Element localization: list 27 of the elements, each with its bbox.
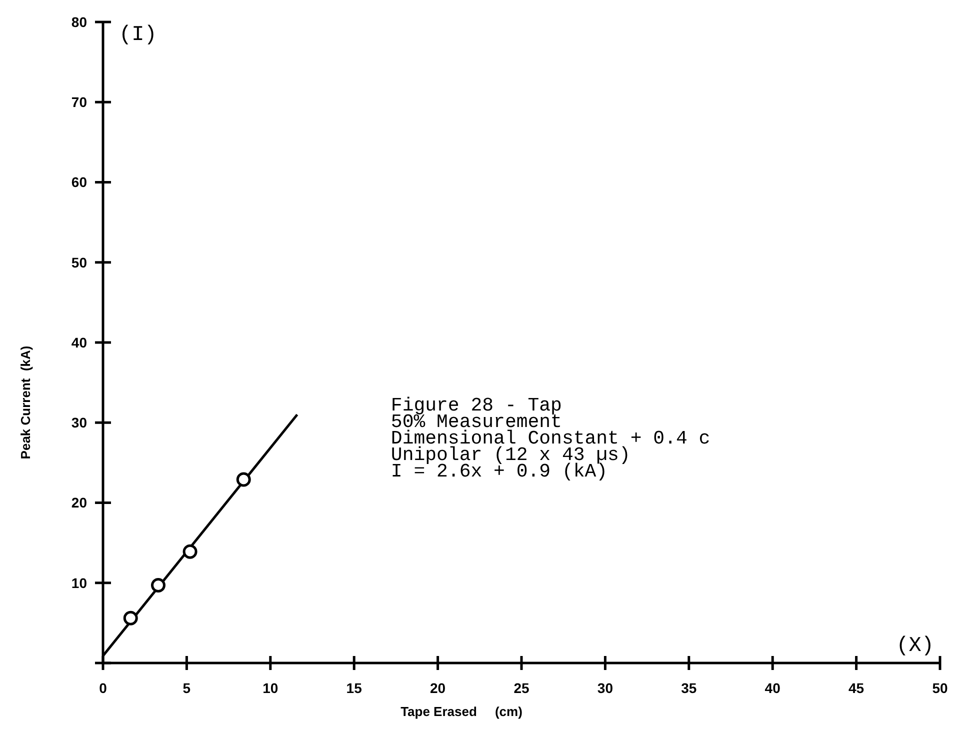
x-tick-label: 0 xyxy=(99,680,108,696)
point xyxy=(150,578,166,593)
y-tick-label: 80 xyxy=(71,14,88,30)
y-tick-label: 10 xyxy=(71,574,88,591)
x-tick-label: 40 xyxy=(764,680,781,696)
y-axis-title: Peak Current (kA) xyxy=(18,346,33,460)
point xyxy=(236,472,251,487)
x-tick-label: 30 xyxy=(597,680,614,696)
y-tick-label: 30 xyxy=(71,414,88,431)
y-tick-label: 70 xyxy=(71,94,88,110)
x-tick-label: 5 xyxy=(182,680,191,696)
y-tick-label: 50 xyxy=(71,254,88,270)
y-tick-label: 60 xyxy=(71,174,88,190)
point xyxy=(182,544,198,559)
x-axis-title: Tape Erased (cm) xyxy=(400,704,522,719)
x-tick-label: 25 xyxy=(514,680,530,696)
annotation: (X) xyxy=(896,635,934,658)
x-tick-label: 45 xyxy=(848,680,864,696)
x-tick-label: 15 xyxy=(346,680,362,696)
x-tick-label: 50 xyxy=(932,680,948,696)
y-tick-label: 40 xyxy=(71,334,88,350)
point xyxy=(123,610,138,626)
x-tick-label: 20 xyxy=(430,680,446,696)
x-tick-label: 35 xyxy=(681,680,697,696)
annotation: (I) xyxy=(119,24,157,47)
y-tick-label: 20 xyxy=(71,494,88,511)
x-tick-label: 10 xyxy=(262,680,278,696)
